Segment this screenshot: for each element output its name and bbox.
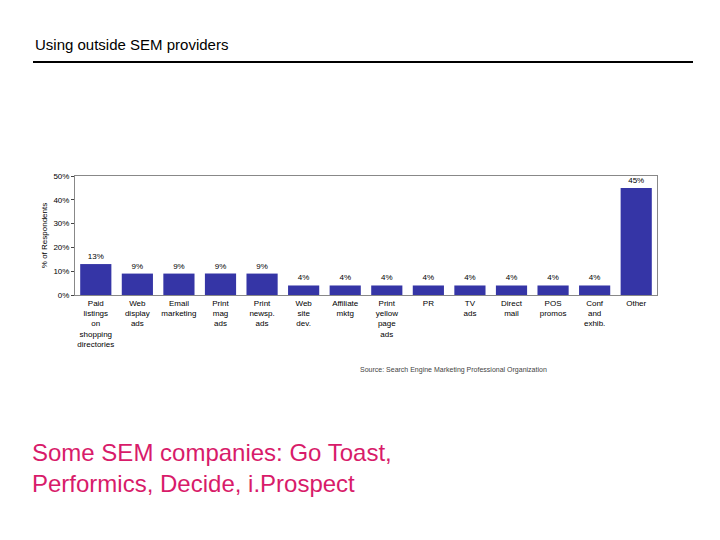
svg-text:Printmagads: Printmagads [212,299,229,329]
svg-text:9%: 9% [256,262,268,271]
svg-text:30%: 30% [53,219,69,228]
svg-text:4%: 4% [381,273,393,282]
html-text:Source: Search Engine Marketin: Source: Search Engine Marketing Professi… [360,366,547,373]
svg-text:9%: 9% [132,262,144,271]
html-text:Some SEM companies: Go Toast,: Some SEM companies: Go Toast, Performics… [32,439,392,497]
svg-text:4%: 4% [339,273,351,282]
svg-text:9%: 9% [173,262,185,271]
svg-text:50%: 50% [53,172,69,181]
svg-text:Directmail: Directmail [501,299,523,318]
svg-text:Websitedev.: Websitedev. [295,299,312,329]
svg-text:Affiliatemktg: Affiliatemktg [332,299,359,318]
svg-text:40%: 40% [53,196,69,205]
svg-text:PR: PR [423,299,434,308]
svg-text:45%: 45% [628,176,644,185]
svg-text:20%: 20% [53,243,69,252]
svg-text:4%: 4% [298,273,310,282]
svg-text:10%: 10% [53,267,69,276]
html-text:Using outside SEM providers: Using outside SEM providers [35,36,229,53]
svg-text:13%: 13% [88,252,104,261]
svg-text:4%: 4% [547,273,559,282]
svg-text:POSpromos: POSpromos [540,299,567,318]
svg-text:4%: 4% [464,273,476,282]
svg-text:Emailmarketing: Emailmarketing [161,299,196,318]
svg-text:Paidlistingsonshoppingdirector: Paidlistingsonshoppingdirectories [77,299,114,350]
svg-text:9%: 9% [215,262,227,271]
svg-text:Printnewsp.ads: Printnewsp.ads [249,299,274,329]
svg-text:0%: 0% [58,291,70,300]
svg-text:Printyellowpageads: Printyellowpageads [376,299,398,339]
svg-text:4%: 4% [423,273,435,282]
svg-text:4%: 4% [506,273,518,282]
svg-text:Other: Other [626,299,646,308]
svg-text:Webdisplayads: Webdisplayads [125,299,150,329]
svg-text:4%: 4% [589,273,601,282]
svg-text:TVads: TVads [463,299,476,318]
svg-text:Confandexhib.: Confandexhib. [584,299,605,329]
svg-text:% of Respondents: % of Respondents [40,203,49,268]
